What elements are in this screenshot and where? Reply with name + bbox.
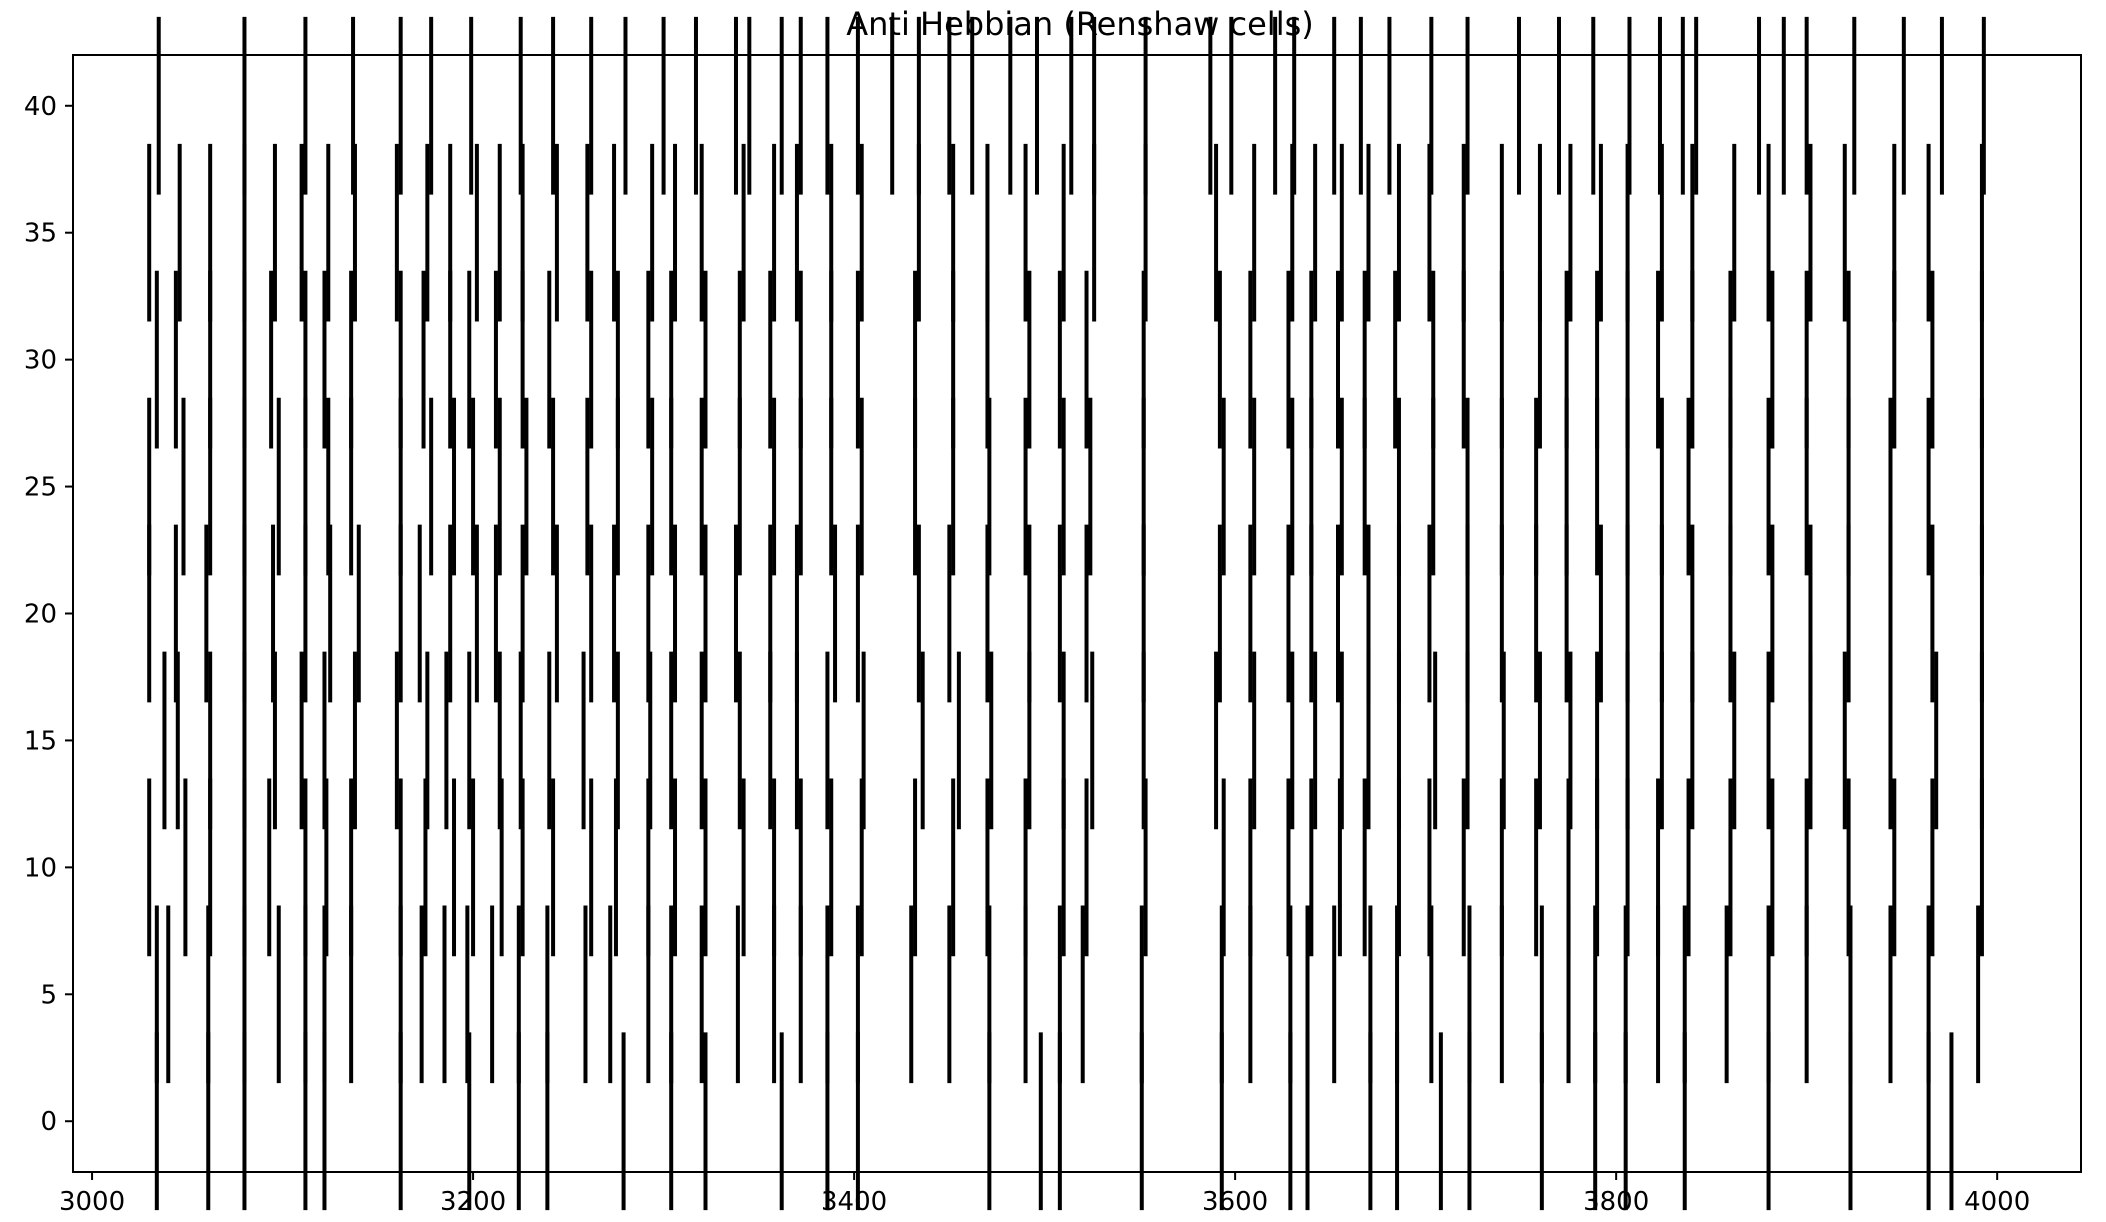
- y-tick-label-5: 5: [40, 980, 57, 1010]
- x-axis: 3000 3200 3400 3600 3800 4000: [59, 1172, 2030, 1217]
- y-tick-label-30: 30: [24, 346, 57, 376]
- y-tick-label-0: 0: [40, 1107, 57, 1137]
- y-axis: 0 5 10 15 20 25 30 35 40: [24, 92, 73, 1137]
- x-tick-label-3800: 3800: [1583, 1187, 1649, 1217]
- y-tick-label-25: 25: [24, 473, 57, 503]
- x-tick-label-3000: 3000: [59, 1187, 125, 1217]
- spike-raster: [147, 16, 1986, 1211]
- y-tick-label-15: 15: [24, 726, 57, 756]
- x-tick-label-3400: 3400: [821, 1187, 887, 1217]
- y-tick-label-10: 10: [24, 853, 57, 883]
- x-tick-label-3600: 3600: [1202, 1187, 1268, 1217]
- y-tick-label-20: 20: [24, 600, 57, 630]
- chart-title: Anti Hebbian (Renshaw cells): [846, 5, 1313, 43]
- y-tick-label-35: 35: [24, 219, 57, 249]
- plot-frame: [72, 54, 2082, 1173]
- x-tick-label-4000: 4000: [1964, 1187, 2030, 1217]
- y-tick-label-40: 40: [24, 92, 57, 122]
- x-tick-label-3200: 3200: [440, 1187, 506, 1217]
